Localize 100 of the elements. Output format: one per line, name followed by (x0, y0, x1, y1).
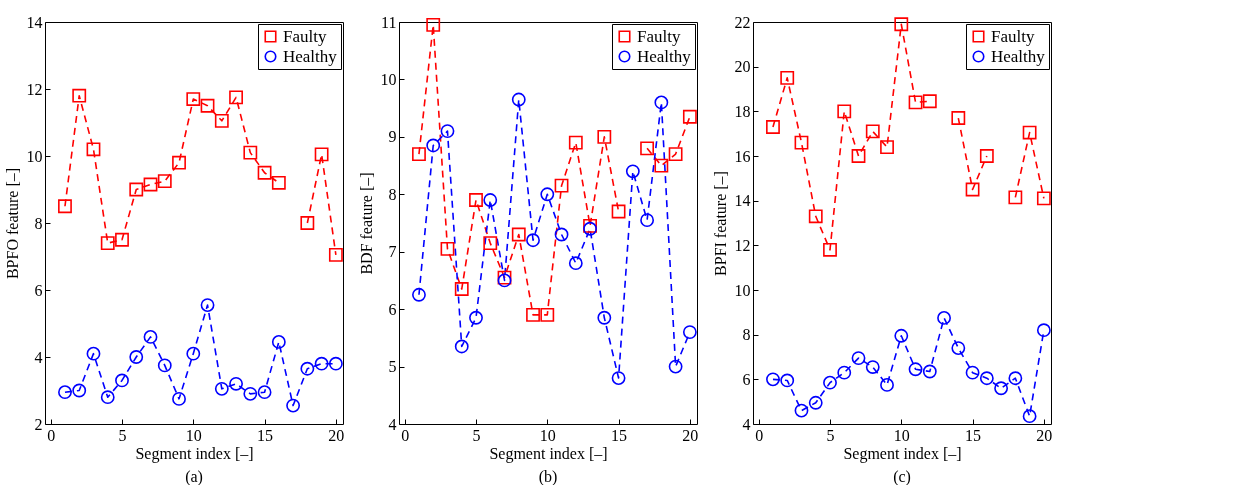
text: (a) (185, 468, 203, 486)
point (625, 164, 640, 179)
point (72, 383, 87, 398)
point (865, 124, 880, 139)
x-tick-label: 10 (539, 426, 556, 444)
point (908, 95, 923, 110)
text: (c) (893, 468, 911, 486)
point (951, 111, 966, 125)
point (540, 307, 555, 322)
y-tick-label: 14 (26, 13, 43, 31)
point (554, 227, 569, 242)
y-tick-label: 6 (742, 370, 751, 388)
point (994, 381, 1009, 396)
y-axis-title: BPFI feature [–] (711, 171, 729, 276)
y-tick-label: 20 (734, 58, 751, 76)
x-tick-label: 5 (826, 426, 835, 444)
point (682, 109, 697, 124)
point (526, 307, 540, 322)
point (597, 310, 612, 325)
y-tick-label: 10 (734, 281, 751, 299)
point (951, 341, 966, 355)
point (511, 92, 526, 107)
legend-label: Healthy (283, 46, 338, 66)
point (243, 145, 258, 160)
point (965, 365, 980, 380)
point (483, 193, 498, 207)
x-tick-label: 20 (1036, 426, 1053, 444)
x-tick-label: 20 (682, 426, 699, 444)
point (780, 70, 795, 85)
point (172, 391, 186, 406)
y-tick-label: 11 (381, 13, 397, 31)
point (412, 287, 426, 302)
point (214, 113, 229, 128)
point (808, 209, 823, 224)
point (682, 325, 697, 340)
x-tick-label: 15 (965, 426, 982, 444)
point (286, 398, 301, 413)
legend-label: Faulty (637, 26, 681, 46)
x-axis-title: Segment index [–] (135, 444, 254, 463)
point (100, 390, 115, 405)
point (129, 182, 144, 197)
point (440, 124, 455, 139)
point (172, 155, 186, 170)
legend-label: Faulty (991, 26, 1035, 46)
point (328, 247, 343, 262)
point (837, 104, 852, 119)
point (1022, 409, 1037, 424)
point (214, 381, 229, 396)
point (229, 376, 243, 391)
point (483, 236, 498, 251)
point (794, 135, 809, 150)
point (894, 17, 909, 32)
y-tick-label: 6 (388, 300, 397, 318)
point (115, 373, 129, 388)
point (640, 213, 655, 228)
y-tick-label: 8 (742, 326, 751, 344)
point (469, 193, 483, 207)
point (257, 385, 272, 400)
point (526, 233, 540, 248)
point (540, 187, 555, 202)
legend-label: Faulty (283, 26, 327, 46)
point (257, 165, 272, 180)
point (1022, 125, 1037, 140)
y-tick-label: 8 (34, 214, 43, 232)
point (426, 17, 441, 32)
point (454, 339, 469, 354)
point (908, 362, 923, 377)
point (328, 356, 343, 371)
point (314, 356, 329, 371)
point (640, 141, 655, 156)
point (668, 147, 683, 162)
y-tick-label: 8 (388, 185, 397, 203)
point (157, 358, 172, 373)
point (894, 328, 909, 343)
point (186, 346, 201, 361)
point (1036, 191, 1051, 206)
y-tick-label: 7 (388, 243, 397, 261)
point (823, 242, 837, 257)
point (314, 147, 329, 162)
x-tick-label: 5 (118, 426, 127, 444)
point (766, 120, 780, 134)
point (426, 138, 441, 153)
point (568, 135, 583, 150)
point (937, 311, 951, 325)
y-tick-label: 9 (388, 128, 397, 146)
point (922, 364, 937, 379)
y-tick-label: 6 (34, 281, 43, 299)
point (454, 282, 469, 296)
point (1008, 371, 1023, 386)
text: (b) (538, 468, 558, 486)
y-tick-label: 18 (734, 102, 751, 120)
y-tick-label: 4 (34, 348, 43, 366)
x-tick-label: 0 (47, 426, 56, 444)
point (271, 335, 286, 349)
x-tick-label: 20 (328, 426, 345, 444)
point (568, 256, 583, 271)
point (1036, 323, 1051, 338)
point (654, 158, 669, 173)
x-axis-title: Segment index [–] (843, 444, 962, 463)
x-tick-label: 15 (611, 426, 628, 444)
